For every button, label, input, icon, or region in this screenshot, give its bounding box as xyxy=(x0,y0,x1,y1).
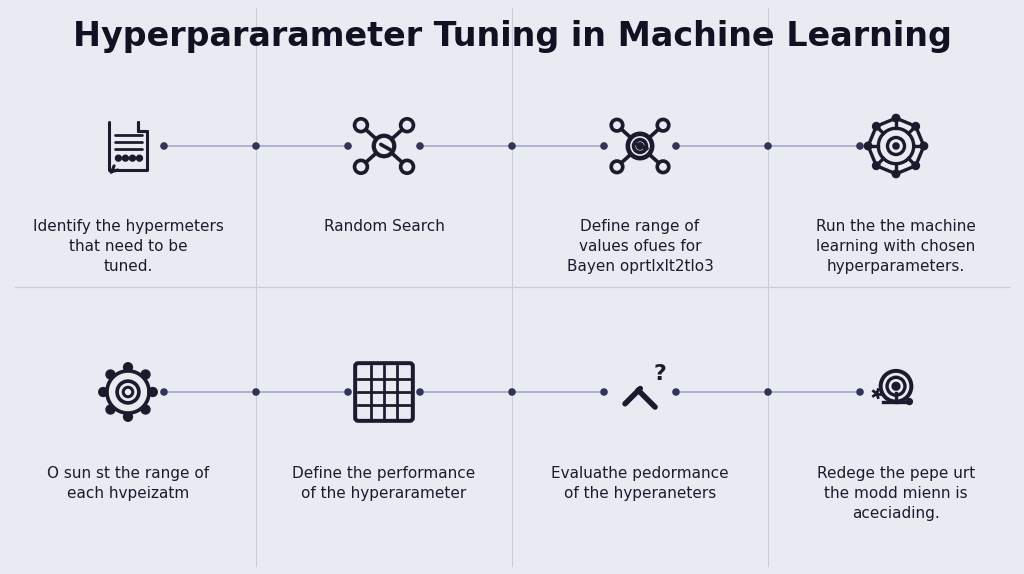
Circle shape xyxy=(106,406,115,413)
Circle shape xyxy=(141,371,150,378)
Text: Random Search: Random Search xyxy=(324,219,444,234)
Circle shape xyxy=(106,371,115,378)
Circle shape xyxy=(856,142,864,150)
Circle shape xyxy=(912,123,919,129)
Circle shape xyxy=(160,142,168,150)
Circle shape xyxy=(99,388,106,395)
Circle shape xyxy=(865,143,871,149)
Circle shape xyxy=(130,156,135,160)
Circle shape xyxy=(672,142,680,150)
Circle shape xyxy=(252,388,260,396)
Text: Identify the hypermeters
that need to be
tuned.: Identify the hypermeters that need to be… xyxy=(33,219,223,274)
Text: Redege the pepe urt
the modd mienn is
aceciading.: Redege the pepe urt the modd mienn is ac… xyxy=(817,466,975,521)
Circle shape xyxy=(141,406,150,413)
Circle shape xyxy=(894,144,898,149)
Circle shape xyxy=(600,388,608,396)
Circle shape xyxy=(252,142,260,150)
Circle shape xyxy=(600,142,608,150)
Circle shape xyxy=(344,142,352,150)
Circle shape xyxy=(508,142,516,150)
Circle shape xyxy=(124,413,132,421)
Circle shape xyxy=(416,388,424,396)
Circle shape xyxy=(123,156,128,160)
Circle shape xyxy=(764,388,772,396)
Circle shape xyxy=(764,142,772,150)
Text: ?: ? xyxy=(653,364,667,385)
Circle shape xyxy=(116,156,121,160)
Text: Evaluathe pedormance
of the hyperaneters: Evaluathe pedormance of the hyperaneters xyxy=(551,466,729,501)
Circle shape xyxy=(150,388,157,395)
Circle shape xyxy=(893,115,899,121)
Circle shape xyxy=(344,388,352,396)
Circle shape xyxy=(416,142,424,150)
Circle shape xyxy=(912,162,919,169)
Text: O sun st the range of
each hvpeizatm: O sun st the range of each hvpeizatm xyxy=(47,466,209,501)
Circle shape xyxy=(508,388,516,396)
Circle shape xyxy=(873,162,880,169)
Text: Define range of
values ofues for
Bayen oprtlxlt2tlo3: Define range of values ofues for Bayen o… xyxy=(566,219,714,274)
Circle shape xyxy=(160,388,168,396)
Text: Run the the machine
learning with chosen
hyperparameters.: Run the the machine learning with chosen… xyxy=(816,219,976,274)
Text: Hyperpararameter Tuning in Machine Learning: Hyperpararameter Tuning in Machine Learn… xyxy=(73,20,951,52)
Circle shape xyxy=(893,171,899,177)
Circle shape xyxy=(672,388,680,396)
Text: Define the performance
of the hyperarameter: Define the performance of the hyperarame… xyxy=(293,466,475,501)
Circle shape xyxy=(873,123,880,129)
Circle shape xyxy=(124,363,132,371)
Circle shape xyxy=(893,383,899,389)
Circle shape xyxy=(137,156,141,160)
Circle shape xyxy=(856,388,864,396)
Circle shape xyxy=(921,143,927,149)
Circle shape xyxy=(637,144,643,149)
